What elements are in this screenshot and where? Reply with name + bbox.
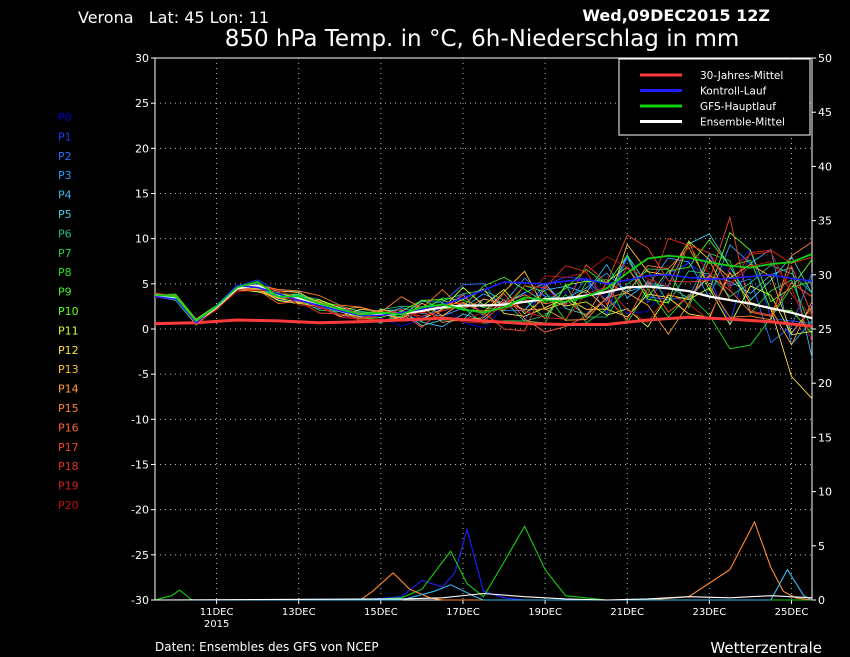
- y-tick-label: 15: [135, 188, 149, 201]
- member-label: P10: [58, 305, 79, 318]
- y-tick-label: 30: [135, 52, 149, 65]
- series-line: [154, 253, 813, 323]
- member-label: P20: [58, 499, 79, 512]
- member-label: P17: [58, 441, 79, 454]
- y2-tick-label: 15: [818, 431, 832, 444]
- y2-tick-label: 10: [818, 486, 832, 499]
- member-labels: P0 P1 P2 P3 P4 P5 P6 P7 P8 P9 P10 P11 P12 P13 P14 P15 P1…: [58, 111, 79, 512]
- y2-tick-label: 25: [818, 323, 832, 336]
- x-tick-label: 19DEC: [528, 607, 562, 618]
- precip-line: [155, 568, 813, 601]
- member-label: P12: [58, 344, 79, 357]
- member-label: P13: [58, 363, 79, 376]
- y-tick-label: 20: [135, 142, 149, 155]
- plot-frame: [154, 57, 813, 601]
- member-label: P0: [58, 111, 72, 124]
- y2-tick-label: 40: [818, 160, 832, 173]
- run-label: Wed,09DEC2015 12Z: [582, 6, 770, 25]
- source-label: Daten: Ensembles des GFS von NCEP: [155, 640, 379, 654]
- member-line: [154, 271, 813, 399]
- x-tick-label: 25DEC: [775, 607, 809, 618]
- y-tick-label: 10: [135, 233, 149, 246]
- series-line: [154, 284, 813, 324]
- member-label: P18: [58, 460, 79, 473]
- member-label: P8: [58, 266, 72, 279]
- y2-tick-label: 30: [818, 269, 832, 282]
- member-label: P2: [58, 150, 72, 163]
- x-tick-label: 17DEC: [446, 607, 480, 618]
- y-tick-label: -5: [138, 368, 149, 381]
- plot-area: [154, 57, 813, 601]
- brand-label: Wetterzentrale: [710, 639, 822, 657]
- precip-line: [154, 592, 813, 601]
- member-label: P3: [58, 169, 72, 182]
- legend-label: Ensemble-Mittel: [700, 117, 785, 129]
- y-tick-label: -10: [131, 413, 149, 426]
- legend-label: GFS-Hauptlauf: [700, 101, 776, 113]
- x-tick-label: 23DEC: [692, 607, 726, 618]
- member-label: P14: [58, 383, 79, 396]
- x-tick-sublabel: 2015: [204, 619, 229, 630]
- member-label: P15: [58, 402, 79, 415]
- legend: 30-Jahres-Mittel Kontroll-Lauf GFS-Hauptla…: [618, 58, 811, 136]
- member-label: P16: [58, 421, 79, 434]
- y-tick-label: 25: [135, 97, 149, 110]
- x-tick-label: 15DEC: [364, 607, 398, 618]
- y-tick-label: -20: [131, 504, 149, 517]
- chart-title: 850 hPa Temp. in °C, 6h-Niederschlag in …: [225, 26, 740, 52]
- member-label: P4: [58, 189, 72, 202]
- y2-tick-label: 5: [818, 540, 825, 553]
- y2-tick-label: 20: [818, 377, 832, 390]
- x-tick-label: 11DEC: [200, 607, 234, 618]
- x-tick-label: 21DEC: [610, 607, 644, 618]
- member-label: P11: [58, 324, 79, 337]
- precipitation-lines: [154, 520, 813, 601]
- axes: 302520151050-5-10-15-20-25-3050454035302…: [131, 52, 832, 630]
- member-label: P5: [58, 208, 72, 221]
- highlighted-series: [154, 253, 813, 328]
- y2-tick-label: 45: [818, 106, 832, 119]
- y-tick-label: -30: [131, 594, 149, 607]
- member-label: P7: [58, 247, 72, 260]
- series-line: [154, 273, 813, 324]
- y2-tick-label: 0: [818, 594, 825, 607]
- series-line: [154, 315, 813, 328]
- grid-lines: [155, 58, 812, 600]
- precip-line: [154, 525, 812, 601]
- member-label: P9: [58, 286, 72, 299]
- y2-tick-label: 50: [818, 52, 832, 65]
- member-label: P19: [58, 480, 79, 493]
- y-tick-label: 0: [142, 323, 149, 336]
- y2-tick-label: 35: [818, 215, 832, 228]
- y-tick-label: -15: [131, 459, 149, 472]
- legend-label: Kontroll-Lauf: [700, 86, 767, 98]
- member-line: [154, 274, 813, 333]
- legend-label: 30-Jahres-Mittel: [700, 70, 783, 82]
- location-label: Verona Lat: 45 Lon: 11: [78, 8, 269, 27]
- member-label: P6: [58, 227, 72, 240]
- member-label: P1: [58, 130, 72, 143]
- member-line: [154, 259, 813, 346]
- x-tick-label: 13DEC: [282, 607, 316, 618]
- y-tick-label: -25: [131, 549, 149, 562]
- y-tick-label: 5: [142, 278, 149, 291]
